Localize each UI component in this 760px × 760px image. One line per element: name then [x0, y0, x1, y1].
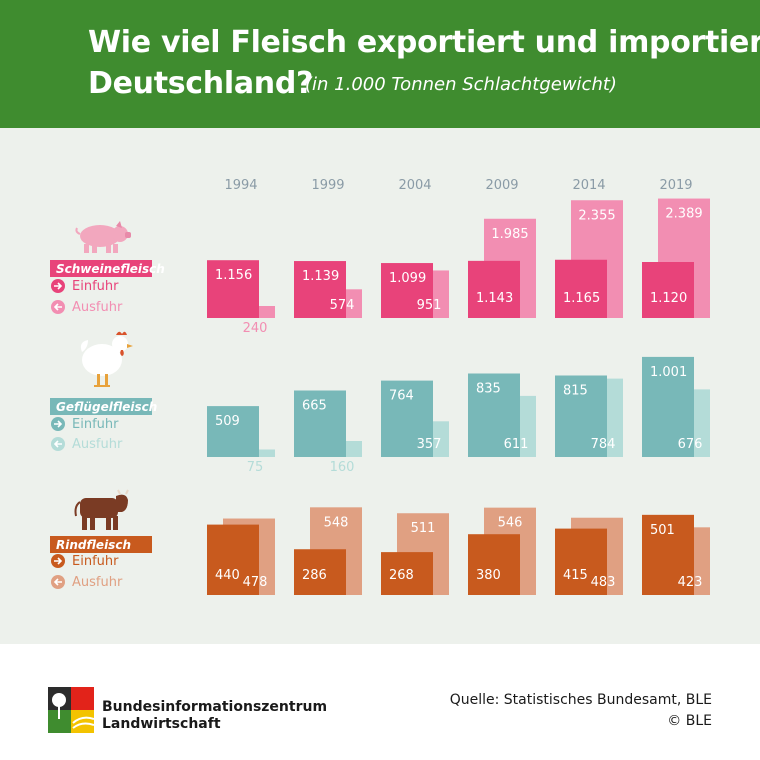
footer	[0, 644, 760, 760]
page-title-line1: Wie viel Fleisch exportiert und importie…	[88, 25, 760, 60]
rind-einfuhr-value-1999: 286	[302, 568, 327, 583]
gefluegel-ausfuhr-value-2014: 784	[591, 437, 616, 452]
gefluegel-einfuhr-bar-1994	[207, 406, 259, 457]
schwein-einfuhr-value-2004: 1.099	[389, 271, 426, 286]
pig-icon	[75, 221, 131, 253]
schwein-ausfuhr-value-1994: 240	[243, 321, 268, 336]
rind-einfuhr-bar-1994	[207, 524, 259, 595]
gefluegel-einfuhr-value-2009: 835	[476, 382, 501, 397]
rind-category-label: Rindfleisch	[56, 538, 131, 552]
schwein-ausfuhr-value-2009: 1.985	[491, 227, 528, 242]
rind-ausfuhr-value-1994: 478	[243, 575, 268, 590]
schwein-einfuhr-bar-2009	[468, 260, 520, 318]
rind-einfuhr-bar-2014	[555, 528, 607, 595]
gefluegel-category-label: Geflügelfleisch	[56, 400, 157, 414]
page-title-line2: Deutschland?	[88, 66, 314, 101]
gefluegel-einfuhr-bar-2019	[642, 356, 694, 457]
gefluegel-einfuhr-value-1994: 509	[215, 414, 240, 429]
gefluegel-ausfuhr-value-2004: 357	[417, 437, 442, 452]
schwein-einfuhr-bar-1999	[294, 261, 346, 318]
schwein-ausfuhr-value-2019: 2.389	[665, 207, 702, 222]
rind-legend-ausfuhr: Ausfuhr	[72, 575, 123, 590]
gefluegel-einfuhr-value-1999: 665	[302, 399, 327, 414]
gefluegel-ausfuhr-value-1994: 75	[247, 460, 264, 475]
schwein-ausfuhr-arrow-glyph	[53, 303, 62, 311]
schwein-einfuhr-value-1999: 1.139	[302, 269, 339, 284]
rind-einfuhr-bar-2019	[642, 514, 694, 595]
page-subtitle: (in 1.000 Tonnen Schlachtgewicht)	[305, 74, 617, 95]
gefluegel-ausfuhr-value-1999: 160	[330, 460, 355, 475]
gefluegel-einfuhr-value-2019: 1.001	[650, 365, 687, 380]
meat-trade-chart: 1994 1999 2004 2009 2014 2019 1.156 240 1.139 574…	[50, 178, 710, 595]
gefluegel-einfuhr-bar-2014	[555, 375, 607, 457]
gefluegel-category-tag	[50, 398, 152, 415]
rind-einfuhr-value-2009: 380	[476, 568, 501, 583]
rind-ausfuhr-value-2019: 423	[678, 575, 703, 590]
org-name-line2: Landwirtschaft	[102, 716, 221, 732]
schwein-einfuhr-bar-2004	[381, 263, 433, 318]
schwein-ausfuhr-value-2014: 2.355	[578, 208, 615, 223]
year-label-2019: 2019	[659, 178, 692, 193]
schwein-ausfuhr-value-1999: 574	[330, 298, 355, 313]
gefluegel-einfuhr-value-2014: 815	[563, 384, 588, 399]
cow-icon	[74, 489, 129, 530]
schwein-einfuhr-value-1994: 1.156	[215, 268, 252, 283]
schwein-einfuhr-bar-1994	[207, 260, 259, 318]
schwein-legend-einfuhr: Einfuhr	[72, 279, 119, 294]
gefluegel-einfuhr-value-2004: 764	[389, 389, 414, 404]
gefluegel-einfuhr-bar-2009	[468, 373, 520, 457]
rind-einfuhr-arrow-glyph	[54, 557, 63, 565]
rind-ausfuhr-value-2009: 546	[498, 516, 523, 531]
rind-legend-einfuhr: Einfuhr	[72, 554, 119, 569]
rind-category-tag	[50, 536, 152, 553]
gefluegel-ausfuhr-arrow-glyph	[53, 440, 62, 448]
copyright-note: © BLE	[667, 713, 712, 729]
schwein-category-tag	[50, 260, 152, 277]
header-banner: Wie viel Fleisch exportiert und importie…	[0, 0, 760, 128]
schwein-einfuhr-value-2019: 1.120	[650, 291, 687, 306]
rind-ausfuhr-arrow-glyph	[53, 578, 62, 586]
rind-ausfuhr-value-2014: 483	[591, 575, 616, 590]
gefluegel-einfuhr-bar-1999	[294, 390, 346, 457]
chart-panel: 1994 1999 2004 2009 2014 2019 1.156 240 1.139 574…	[0, 128, 760, 644]
year-label-1994: 1994	[224, 178, 257, 193]
year-label-2014: 2014	[572, 178, 605, 193]
rind-einfuhr-bar-2009	[468, 534, 520, 595]
chicken-icon	[80, 331, 133, 387]
rind-ausfuhr-value-1999: 548	[324, 515, 349, 530]
schwein-legend-ausfuhr: Ausfuhr	[72, 300, 123, 315]
schwein-einfuhr-value-2014: 1.165	[563, 291, 600, 306]
org-name-line1: Bundesinformationszentrum	[102, 699, 328, 715]
gefluegel-ausfuhr-value-2009: 611	[504, 437, 529, 452]
schwein-einfuhr-bar-2014	[555, 259, 607, 318]
schwein-ausfuhr-value-2004: 951	[417, 298, 442, 313]
gefluegel-einfuhr-arrow-glyph	[54, 420, 63, 428]
rind-einfuhr-value-2019: 501	[650, 523, 675, 538]
schwein-einfuhr-arrow-glyph	[54, 282, 63, 290]
gefluegel-legend-ausfuhr: Ausfuhr	[72, 437, 123, 452]
rind-ausfuhr-value-2004: 511	[411, 521, 436, 536]
schwein-category-label: Schweinefleisch	[56, 262, 165, 276]
gefluegel-legend-einfuhr: Einfuhr	[72, 417, 119, 432]
schwein-einfuhr-value-2009: 1.143	[476, 291, 513, 306]
rind-einfuhr-bar-1999	[294, 549, 346, 595]
ble-logo-icon	[48, 687, 94, 733]
schwein-einfuhr-bar-2019	[642, 262, 694, 318]
rind-einfuhr-value-1994: 440	[215, 568, 240, 583]
year-label-2004: 2004	[398, 178, 431, 193]
year-label-2009: 2009	[485, 178, 518, 193]
source-note: Quelle: Statistisches Bundesamt, BLE	[449, 692, 712, 708]
rind-einfuhr-value-2004: 268	[389, 568, 414, 583]
rind-einfuhr-bar-2004	[381, 552, 433, 595]
year-label-1999: 1999	[311, 178, 344, 193]
gefluegel-einfuhr-bar-2004	[381, 380, 433, 457]
rind-einfuhr-value-2014: 415	[563, 568, 588, 583]
gefluegel-ausfuhr-value-2019: 676	[678, 437, 703, 452]
